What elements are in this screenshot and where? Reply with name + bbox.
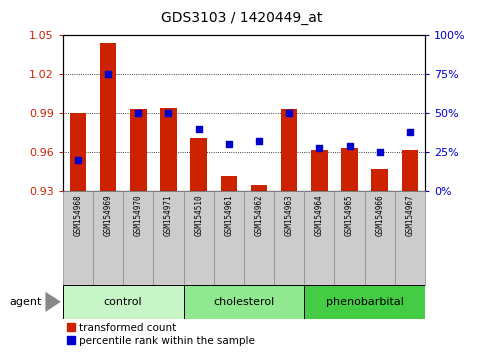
Text: GSM154510: GSM154510 xyxy=(194,194,203,236)
Text: cholesterol: cholesterol xyxy=(213,297,274,307)
Bar xyxy=(304,191,334,285)
Point xyxy=(285,110,293,116)
Bar xyxy=(63,285,184,319)
Point xyxy=(346,143,354,149)
Bar xyxy=(251,185,267,191)
Bar xyxy=(154,191,184,285)
Text: GSM154961: GSM154961 xyxy=(224,194,233,236)
Point xyxy=(165,110,172,116)
Bar xyxy=(395,191,425,285)
Bar xyxy=(190,138,207,191)
Bar xyxy=(130,109,146,191)
Text: GSM154964: GSM154964 xyxy=(315,194,324,236)
Point xyxy=(315,145,323,150)
Point xyxy=(376,149,384,155)
Bar xyxy=(402,150,418,191)
Bar xyxy=(311,150,327,191)
Bar xyxy=(63,191,93,285)
Text: GSM154968: GSM154968 xyxy=(73,194,83,236)
Polygon shape xyxy=(45,292,61,312)
Bar xyxy=(365,191,395,285)
Text: control: control xyxy=(104,297,142,307)
Text: GSM154971: GSM154971 xyxy=(164,194,173,236)
Bar xyxy=(274,191,304,285)
Text: GSM154970: GSM154970 xyxy=(134,194,143,236)
Bar xyxy=(100,43,116,191)
Text: GSM154967: GSM154967 xyxy=(405,194,414,236)
Text: agent: agent xyxy=(10,297,42,307)
Text: GSM154965: GSM154965 xyxy=(345,194,354,236)
Bar xyxy=(221,176,237,191)
Point xyxy=(225,142,233,147)
Text: GSM154969: GSM154969 xyxy=(103,194,113,236)
Bar xyxy=(371,169,388,191)
Point xyxy=(104,72,112,77)
Text: phenobarbital: phenobarbital xyxy=(326,297,404,307)
Point xyxy=(406,129,414,135)
Bar xyxy=(341,148,358,191)
Bar xyxy=(244,191,274,285)
Text: GSM154962: GSM154962 xyxy=(255,194,264,236)
Bar xyxy=(123,191,154,285)
Legend: transformed count, percentile rank within the sample: transformed count, percentile rank withi… xyxy=(63,319,259,350)
Bar xyxy=(93,191,123,285)
Point xyxy=(255,138,263,144)
Bar xyxy=(184,285,304,319)
Bar xyxy=(304,285,425,319)
Text: GSM154963: GSM154963 xyxy=(284,194,294,236)
Bar xyxy=(281,109,298,191)
Bar xyxy=(184,191,213,285)
Bar xyxy=(213,191,244,285)
Bar xyxy=(160,108,177,191)
Text: GDS3103 / 1420449_at: GDS3103 / 1420449_at xyxy=(161,11,322,25)
Bar xyxy=(70,113,86,191)
Point xyxy=(195,126,202,132)
Text: GSM154966: GSM154966 xyxy=(375,194,384,236)
Bar xyxy=(334,191,365,285)
Point xyxy=(134,110,142,116)
Point xyxy=(74,157,82,163)
